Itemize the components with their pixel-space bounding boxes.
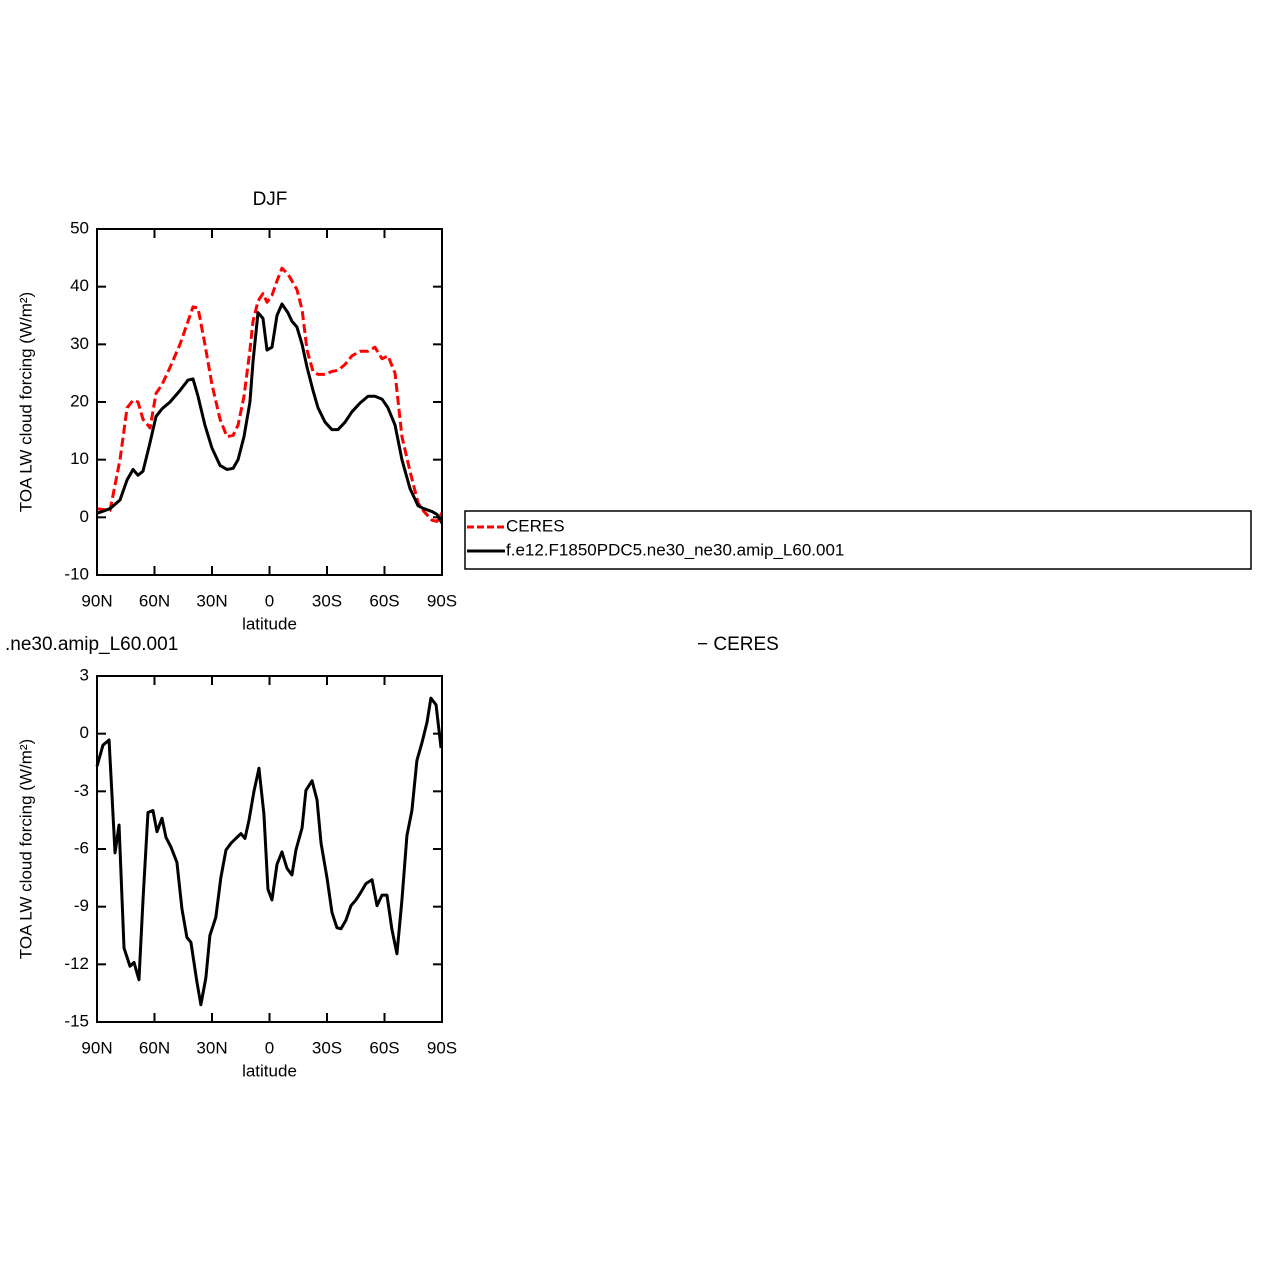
y-tick-label: 20 [70, 391, 89, 410]
x-tick-label: 60S [369, 591, 399, 610]
plot-frame [96, 675, 443, 1023]
x-tick-label: 0 [265, 591, 274, 610]
x-tick-label: 90N [81, 591, 112, 610]
chart-title-suffix: − CERES [697, 634, 779, 655]
chart-title: DJF [253, 189, 288, 210]
x-tick-label: 90S [427, 1038, 457, 1057]
data-line [96, 266, 444, 523]
legend-label: f.e12.F1850PDC5.ne30_ne30.amip_L60.001 [506, 540, 844, 559]
y-axis-label: TOA LW cloud forcing (W/m²) [16, 739, 35, 959]
x-axis-label: latitude [242, 1061, 297, 1080]
y-tick-label: -9 [74, 896, 89, 915]
data-line [96, 302, 444, 524]
legend-label: CERES [506, 516, 565, 535]
y-tick-label: -6 [74, 838, 89, 857]
x-tick-label: 60S [369, 1038, 399, 1057]
legend-box [464, 510, 1252, 570]
y-tick-label: 30 [70, 334, 89, 353]
y-tick-label: 40 [70, 276, 89, 295]
x-tick-label: 0 [265, 1038, 274, 1057]
plot-frame [96, 228, 443, 576]
x-tick-label: 30S [312, 1038, 342, 1057]
y-tick-label: 3 [80, 665, 89, 684]
y-tick-label: 0 [80, 507, 89, 526]
y-tick-label: -15 [64, 1011, 89, 1030]
x-tick-label: 30N [196, 1038, 227, 1057]
x-tick-label: 60N [139, 1038, 170, 1057]
data-line [95, 696, 443, 1007]
x-tick-label: 30N [196, 591, 227, 610]
x-tick-label: 30S [312, 591, 342, 610]
y-tick-label: -12 [64, 954, 89, 973]
y-tick-label: 10 [70, 449, 89, 468]
legend: CERES f.e12.F1850PDC5.ne30_ne30.amip_L60.… [464, 510, 1252, 570]
y-tick-label: -3 [74, 781, 89, 800]
chart-title: .ne30.amip_L60.001 [5, 634, 178, 655]
y-tick-label: 0 [80, 723, 89, 742]
y-tick-label: -10 [64, 564, 89, 583]
y-axis-label: TOA LW cloud forcing (W/m²) [16, 292, 35, 512]
x-tick-label: 60N [139, 591, 170, 610]
x-tick-label: 90N [81, 1038, 112, 1057]
x-tick-label: 90S [427, 591, 457, 610]
y-tick-label: 50 [70, 218, 89, 237]
x-axis-label: latitude [242, 614, 297, 633]
